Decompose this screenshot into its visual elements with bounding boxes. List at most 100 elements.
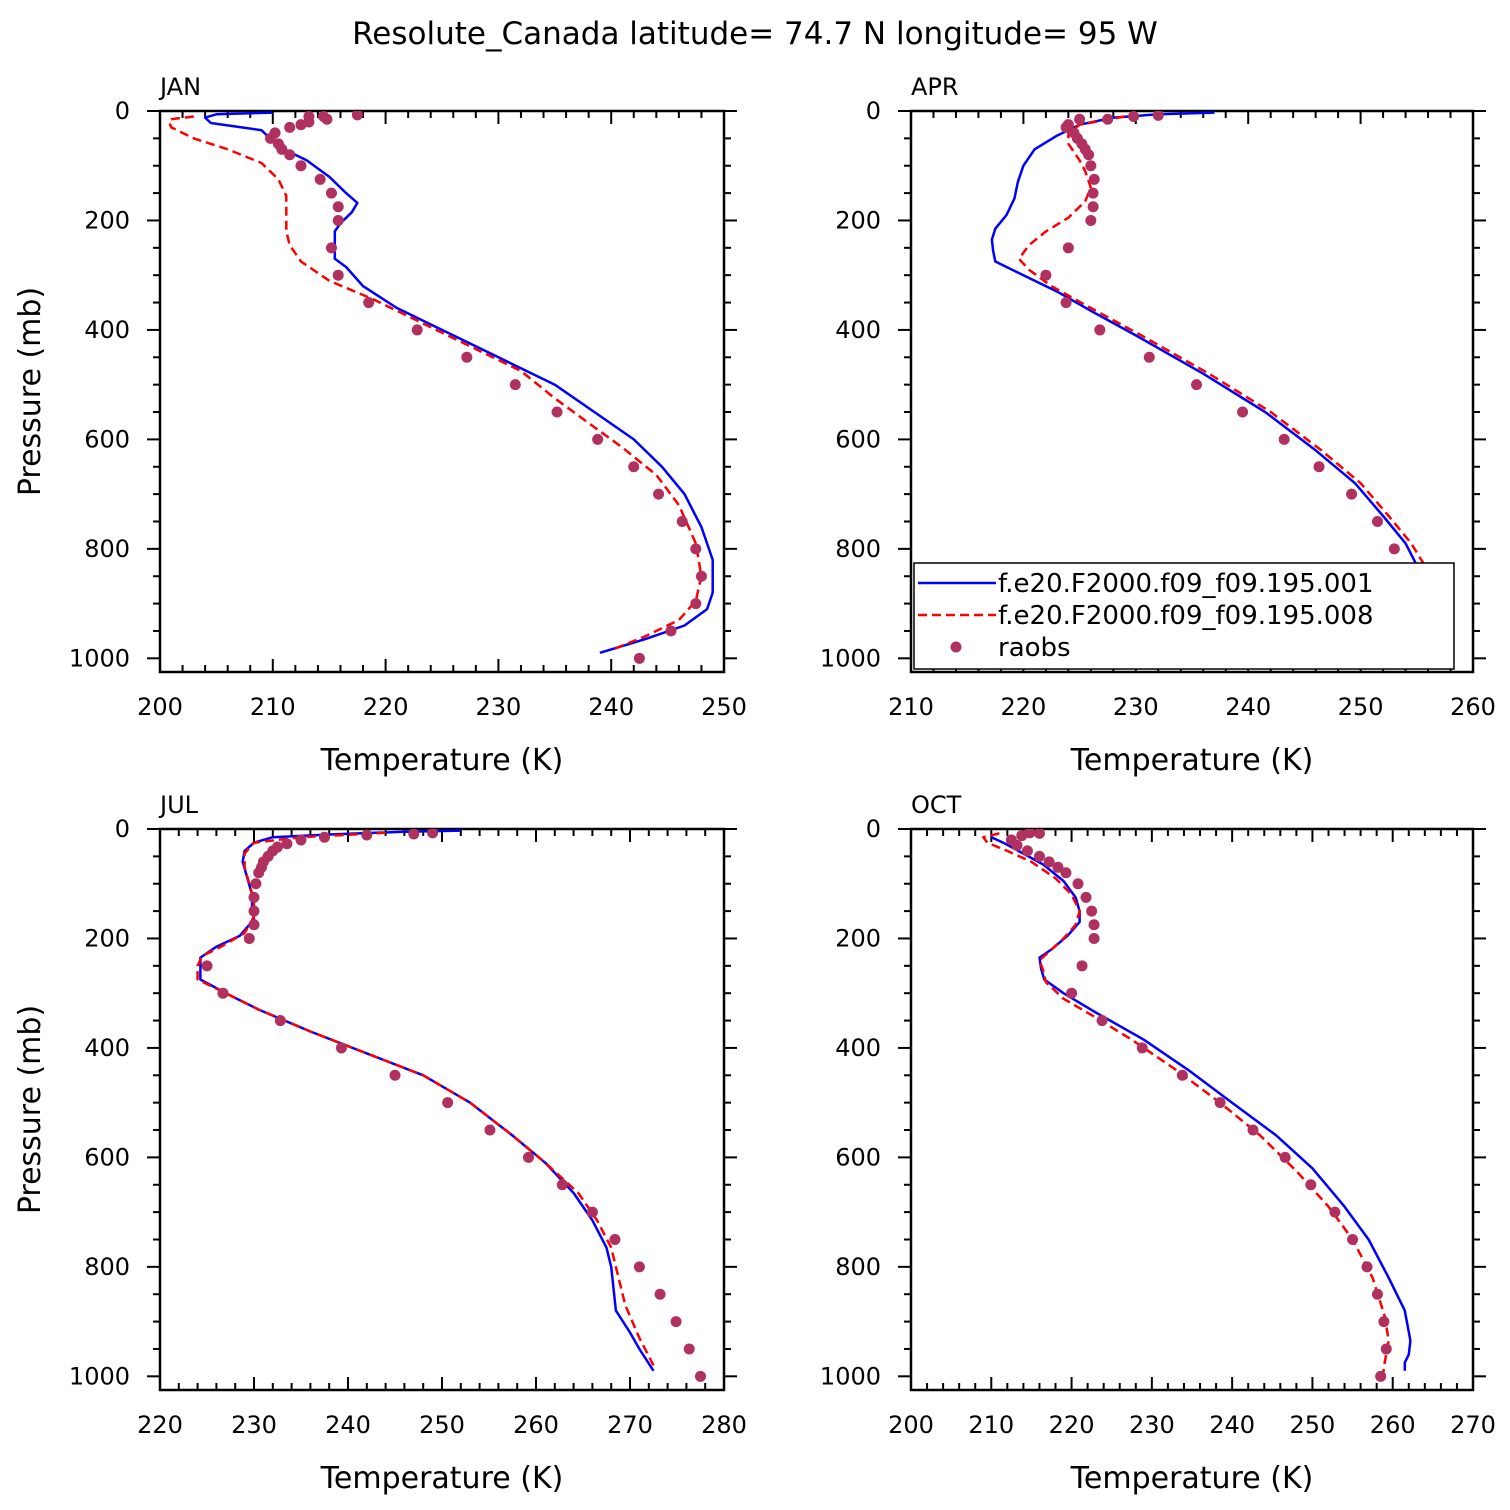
raobs-point (1375, 1370, 1387, 1382)
raobs-point (411, 324, 423, 336)
raobs-point (442, 1097, 454, 1109)
x-tick-label: 200 (888, 1411, 934, 1439)
raobs-point (335, 1042, 347, 1054)
raobs-point (1087, 187, 1099, 199)
legend-box (913, 562, 1455, 670)
figure-title: Resolute_Canada latitude= 74.7 N longitu… (352, 16, 1158, 52)
raobs-point (1060, 867, 1072, 879)
raobs-point (325, 187, 337, 199)
y-tick-label: 0 (115, 97, 130, 125)
raobs-point (1086, 905, 1098, 917)
raobs-point (690, 543, 702, 555)
raobs-point (1088, 173, 1100, 185)
series-line-2 (196, 831, 655, 1366)
y-tick-label: 800 (84, 535, 130, 563)
raobs-point (363, 297, 375, 309)
raobs-point (427, 829, 439, 839)
x-tick-label: 220 (1000, 693, 1046, 721)
raobs-point (1060, 297, 1072, 309)
raobs-point (1087, 201, 1099, 213)
raobs-point (1361, 1261, 1373, 1273)
raobs-point (1371, 515, 1383, 527)
panel-title: APR (911, 73, 959, 101)
raobs-point (1143, 351, 1155, 363)
y-axis-label: Pressure (mb) (13, 1005, 48, 1214)
raobs-point (1388, 543, 1400, 555)
panel-jan: JAN 200 210 220 230 240 250 0 200 400 600 800 1000 Te… (13, 73, 747, 778)
x-tick-label: 220 (363, 693, 409, 721)
y-tick-label: 200 (84, 924, 130, 952)
legend: f.e20.F2000.f09_f09.195.001f.e20.F2000.f… (913, 562, 1455, 670)
raobs-point (295, 119, 307, 131)
raobs-point (295, 160, 307, 172)
raobs-point (351, 111, 363, 121)
raobs-point (1347, 1233, 1359, 1245)
x-tick-label: 220 (1049, 1411, 1095, 1439)
raobs-point (408, 829, 420, 840)
panel-jul: JUL 220 230 240 250 260 270 280 0 200 400 600 800 100… (13, 791, 747, 1496)
y-tick-label: 600 (835, 1143, 881, 1171)
x-tick-label: 260 (513, 1411, 559, 1439)
x-tick-label: 250 (1290, 1411, 1336, 1439)
y-tick-label: 400 (84, 316, 130, 344)
raobs-point (284, 149, 296, 161)
raobs-point (1214, 1097, 1226, 1109)
series-line-2 (1017, 115, 1430, 654)
plot-frame (909, 827, 1475, 1392)
x-tick-label: 210 (888, 693, 934, 721)
y-tick-label: 600 (84, 1143, 130, 1171)
raobs-point (1043, 856, 1055, 868)
raobs-point (1062, 242, 1074, 254)
x-axis-label: Temperature (K) (320, 743, 564, 778)
raobs-point (1096, 1015, 1108, 1027)
panel-oct: OCT 200 210 220 230 240 250 260 270 0 200 400 600 800… (820, 791, 1496, 1496)
series-line-1 (203, 111, 714, 654)
raobs-point (1085, 214, 1097, 226)
raobs-point (1346, 488, 1358, 500)
raobs-point (1074, 113, 1086, 125)
x-tick-label: 240 (325, 1411, 371, 1439)
series-line-1 (199, 829, 655, 1372)
raobs-point (1083, 149, 1095, 161)
raobs-point (1313, 461, 1325, 473)
raobs-point (633, 652, 645, 664)
raobs-point (1072, 878, 1084, 890)
raobs-point (295, 834, 307, 846)
raobs-point (281, 838, 293, 850)
raobs-point (1085, 160, 1097, 172)
raobs-point (1371, 1288, 1383, 1300)
raobs-point (248, 919, 260, 931)
series-raobs (1005, 829, 1392, 1382)
y-tick-label: 600 (835, 425, 881, 453)
legend-label: raobs (998, 633, 1071, 663)
panel-title: JUL (158, 791, 199, 819)
raobs-point (1033, 829, 1045, 839)
raobs-point (1190, 379, 1202, 391)
y-tick-label: 1000 (820, 644, 881, 672)
raobs-point (1176, 1069, 1188, 1081)
y-tick-label: 200 (835, 924, 881, 952)
raobs-point (628, 461, 640, 473)
raobs-point (633, 1261, 645, 1273)
x-tick-label: 230 (1129, 1411, 1175, 1439)
x-tick-label: 250 (701, 693, 747, 721)
raobs-point (1088, 932, 1100, 944)
y-axis-label: Pressure (mb) (13, 287, 48, 496)
legend-label: f.e20.F2000.f09_f09.195.008 (998, 601, 1374, 631)
raobs-point (248, 905, 260, 917)
raobs-point (1094, 324, 1106, 336)
y-tick-label: 400 (835, 1034, 881, 1062)
x-tick-label: 260 (1450, 693, 1496, 721)
legend-label: f.e20.F2000.f09_f09.195.001 (998, 569, 1374, 599)
panel-title: OCT (911, 791, 962, 819)
raobs-point (321, 113, 333, 125)
x-tick-label: 240 (1225, 693, 1271, 721)
raobs-point (1247, 1124, 1259, 1136)
x-tick-label: 230 (231, 1411, 277, 1439)
y-tick-label: 0 (115, 815, 130, 843)
legend-entry: raobs (950, 633, 1071, 663)
raobs-point (1088, 919, 1100, 931)
raobs-point (332, 269, 344, 281)
series-line-2 (167, 115, 703, 652)
